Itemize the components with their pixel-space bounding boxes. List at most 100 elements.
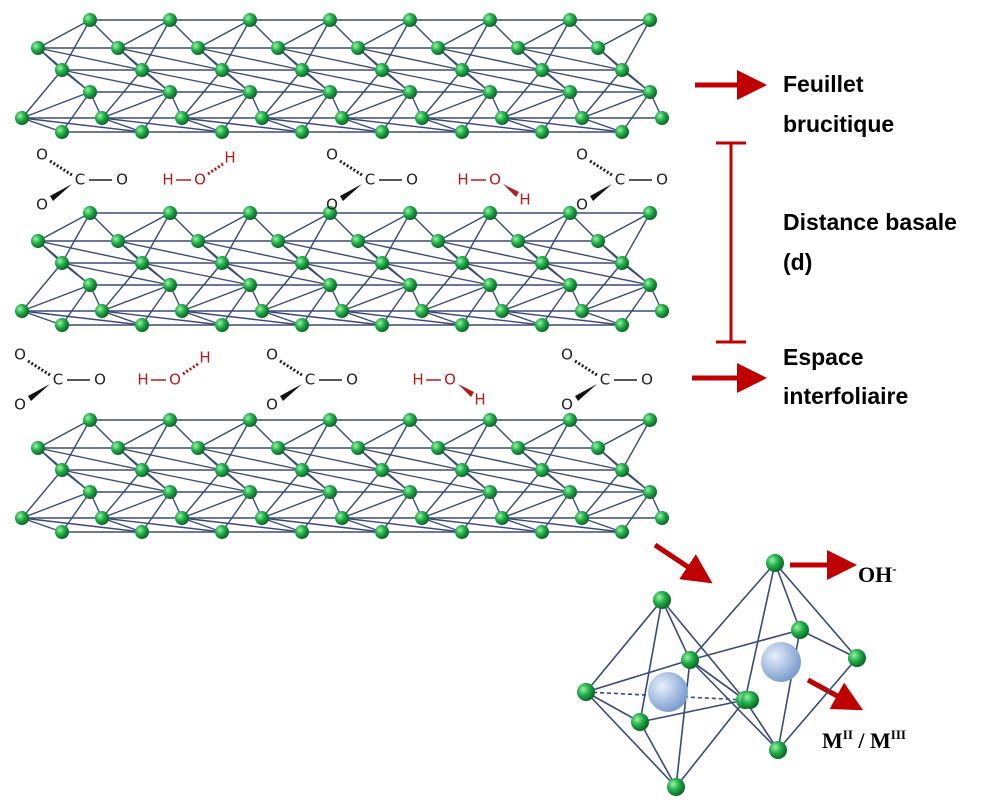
atom — [403, 13, 417, 27]
bond — [541, 212, 571, 264]
bond — [501, 491, 571, 519]
bond — [357, 419, 411, 449]
bond — [221, 469, 331, 493]
bond — [581, 517, 623, 533]
bond — [590, 184, 612, 201]
atom — [83, 485, 97, 499]
atom — [215, 125, 229, 139]
atom — [83, 206, 97, 220]
atom — [375, 125, 389, 139]
atom — [271, 441, 285, 455]
bond — [301, 69, 411, 93]
atom — [653, 591, 671, 609]
atom — [31, 234, 45, 248]
bond — [437, 419, 491, 449]
bond — [541, 491, 571, 533]
bond — [461, 262, 571, 286]
sup: II — [843, 727, 853, 742]
bond — [341, 284, 411, 312]
edge — [774, 562, 858, 659]
metal — [648, 672, 688, 712]
atom — [55, 463, 69, 477]
bond — [101, 117, 223, 133]
bond — [517, 19, 571, 49]
atom — [323, 13, 337, 27]
bond — [221, 19, 251, 71]
carbonate: O C O O — [266, 346, 358, 414]
bond — [301, 491, 331, 533]
label: Feuillet — [783, 71, 864, 97]
atom-label: O — [346, 371, 358, 389]
bond — [381, 419, 411, 471]
atom — [163, 85, 177, 99]
bond — [541, 69, 651, 93]
atom — [563, 85, 577, 99]
bond — [21, 310, 143, 326]
atom — [295, 63, 309, 77]
atom — [271, 234, 285, 248]
bond — [61, 419, 91, 471]
atom — [175, 511, 189, 525]
atom — [848, 649, 866, 667]
bond — [597, 212, 651, 242]
bond — [301, 91, 331, 133]
bond — [461, 19, 491, 71]
bond — [357, 19, 411, 49]
bond — [141, 91, 171, 133]
bond — [501, 517, 623, 533]
atom — [335, 511, 349, 525]
atom-label: C — [305, 371, 315, 389]
bond — [458, 384, 474, 397]
bond — [101, 310, 223, 326]
bond — [117, 419, 171, 449]
atom — [135, 125, 149, 139]
bond — [117, 240, 223, 264]
atom-label: C — [53, 371, 63, 389]
bond — [261, 469, 303, 519]
edge — [689, 659, 746, 701]
bond — [381, 262, 491, 286]
atom — [615, 525, 629, 539]
bond — [27, 359, 51, 377]
bond — [221, 212, 251, 264]
water: H OH — [457, 171, 530, 209]
bond — [541, 262, 651, 286]
atom — [535, 525, 549, 539]
bond — [101, 517, 223, 533]
bond — [381, 91, 411, 133]
atom — [163, 206, 177, 220]
bond — [597, 19, 651, 49]
atom — [375, 525, 389, 539]
atom — [375, 318, 389, 332]
atom — [163, 13, 177, 27]
atom-label: O — [656, 171, 668, 189]
bond — [261, 262, 303, 312]
bond — [261, 91, 331, 119]
edge — [585, 691, 677, 788]
atom-label: O — [326, 146, 338, 164]
atom — [655, 304, 669, 318]
bond — [461, 419, 491, 471]
layers — [15, 13, 669, 539]
bond — [21, 69, 63, 119]
bond — [437, 447, 543, 471]
atom — [483, 413, 497, 427]
bond — [277, 240, 383, 264]
label: Distance basale — [783, 209, 957, 235]
bond — [421, 310, 543, 326]
bond — [280, 384, 302, 401]
bond — [341, 262, 383, 312]
atom — [575, 111, 589, 125]
bond — [141, 284, 171, 326]
atom — [243, 485, 257, 499]
bond — [301, 19, 331, 71]
bond — [181, 117, 303, 133]
atom — [323, 85, 337, 99]
atom — [55, 525, 69, 539]
atom — [591, 41, 605, 55]
atom — [631, 713, 649, 731]
atom — [455, 256, 469, 270]
atom — [351, 234, 365, 248]
atom — [615, 318, 629, 332]
edge — [639, 699, 746, 723]
